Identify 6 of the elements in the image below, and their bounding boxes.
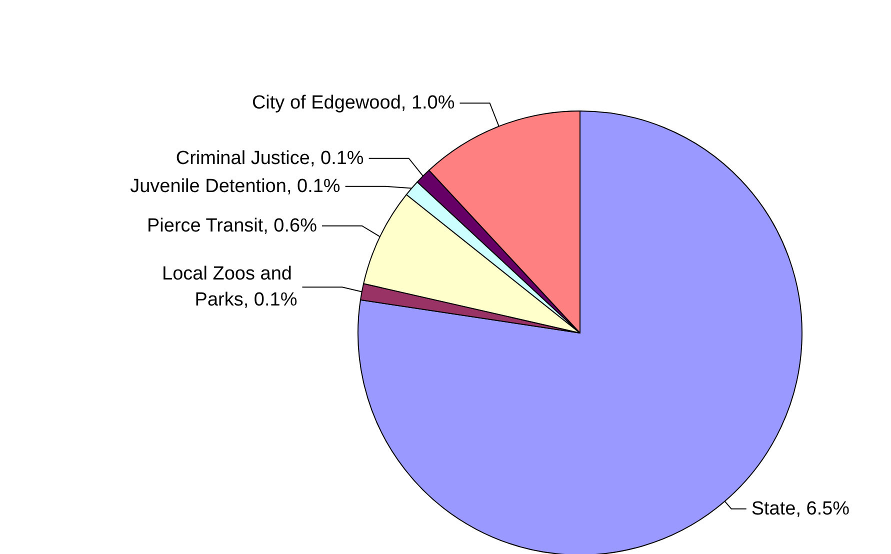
slice-label: Pierce Transit, 0.6% bbox=[146, 215, 318, 236]
slice-label: City of Edgewood, 1.0% bbox=[252, 92, 455, 114]
slice-label: Local Zoos and Parks, 0.1% bbox=[162, 264, 298, 311]
slice-label: Criminal Justice, 0.1% bbox=[176, 148, 364, 169]
slice-label: Juvenile Detention, 0.1% bbox=[130, 176, 340, 197]
slice-label: State, 6.5% bbox=[751, 498, 850, 520]
